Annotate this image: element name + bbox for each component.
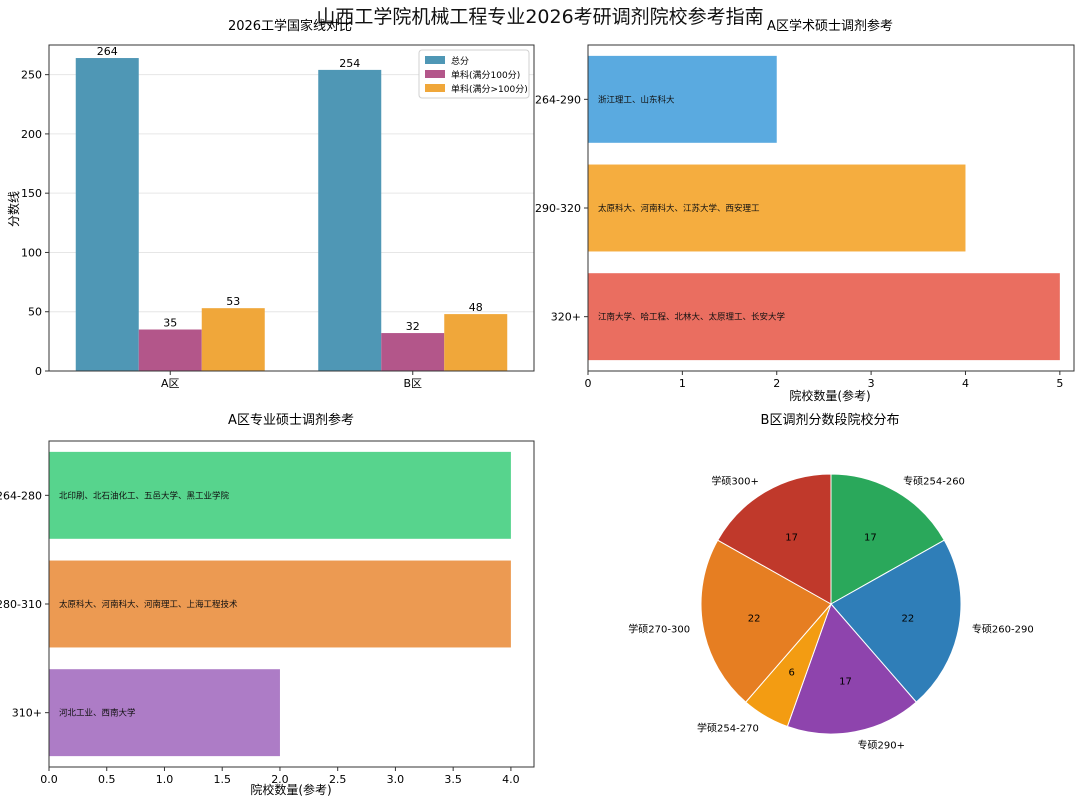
bar (75, 58, 139, 371)
x-tick-label: 5 (1056, 377, 1063, 390)
bar (138, 329, 202, 371)
slice-value-label: 6 (788, 667, 794, 678)
slice-value-label: 17 (785, 533, 798, 544)
bar-annotation: 太原科大、河南科大、河南理工、上海工程技术 (59, 599, 238, 610)
pie-slice (830, 473, 945, 605)
y-tick-label: 264-290 (535, 93, 581, 106)
x-tick-label: 3.0 (387, 773, 405, 786)
x-axis-label: 院校数量(参考) (250, 782, 331, 797)
x-axis-label: 院校数量(参考) (789, 388, 870, 403)
bar (588, 164, 966, 252)
legend-label: 单科(满分>100分) (451, 83, 528, 95)
bar-value-label: 35 (163, 317, 177, 330)
chart-b-distribution: B区调剂分数段院校分布 17 专硕254-260 22 专硕260-290 17 专硕29… (628, 412, 1033, 752)
x-tick-label: 2.5 (329, 773, 347, 786)
y-tick-label: 0 (35, 365, 42, 378)
slice-label: 学硕254-270 (697, 721, 759, 734)
bar-annotation: 太原科大、河南科大、江苏大学、西安理工 (598, 203, 760, 214)
y-tick-label: 290-320 (535, 202, 581, 215)
chart-a-professional: A区专业硕士调剂参考 院校数量(参考) 北印刷、北石油化工、五邑大学、黑工业学院… (0, 412, 535, 797)
y-tick-label: 310+ (12, 707, 42, 720)
chart-title: A区专业硕士调剂参考 (228, 412, 354, 428)
slice-label: 专硕260-290 (972, 622, 1034, 635)
y-tick-label: 320+ (551, 311, 581, 324)
slice-value-label: 22 (901, 613, 914, 624)
x-tick-label: 1.5 (213, 773, 231, 786)
bar (49, 451, 511, 539)
legend-label: 单科(满分100分) (451, 69, 520, 81)
x-tick-label: 1 (679, 377, 686, 390)
x-tick-label: 4 (962, 377, 969, 390)
bar-annotation: 北印刷、北石油化工、五邑大学、黑工业学院 (59, 490, 230, 501)
bar-value-label: 264 (97, 45, 118, 58)
bar-value-label: 53 (226, 295, 240, 308)
bar (381, 333, 445, 371)
plot-frame (48, 440, 535, 768)
slice-value-label: 22 (748, 613, 761, 624)
y-axis-label: 分数线 (6, 191, 21, 227)
y-tick-label: 100 (21, 246, 42, 259)
legend-swatch (425, 84, 445, 92)
chart-a-academic: A区学术硕士调剂参考 院校数量(参考) 浙江理工、山东科大太原科大、河南科大、江… (535, 18, 1075, 403)
chart-national-line: 2026工学国家线对比 分数线 264 35 53 254 32 48 0 50 100 150… (6, 18, 535, 390)
bar (318, 69, 382, 372)
x-tick-label: 4.0 (502, 773, 520, 786)
bar (588, 273, 1060, 361)
plot-frame (587, 44, 1075, 372)
x-tick-label: B区 (403, 377, 422, 390)
bar (49, 560, 511, 648)
x-tick-label: 2 (773, 377, 780, 390)
legend-box (418, 49, 530, 99)
bar-annotation: 江南大学、哈工程、北林大、太原理工、长安大学 (598, 312, 786, 323)
y-tick-label: 250 (21, 69, 42, 82)
slice-value-label: 17 (864, 533, 877, 544)
x-tick-label: 0.5 (98, 773, 116, 786)
page-title: 山西工学院机械工程专业2026考研调剂院校参考指南 (316, 6, 764, 28)
slice-value-label: 17 (839, 677, 852, 688)
x-tick-label: 3 (868, 377, 875, 390)
bar-value-label: 48 (469, 301, 483, 314)
pie-slice (830, 539, 962, 703)
x-tick-label: 1.0 (156, 773, 174, 786)
chart-title: A区学术硕士调剂参考 (767, 18, 893, 34)
slice-label: 学硕270-300 (628, 622, 690, 635)
pie-slice (717, 473, 832, 605)
x-tick-label: 0 (585, 377, 592, 390)
slice-label: 专硕290+ (858, 739, 905, 752)
x-tick-label: 0.0 (40, 773, 58, 786)
legend-swatch (425, 56, 445, 64)
bar (201, 308, 265, 371)
bar-value-label: 254 (339, 57, 360, 70)
x-tick-label: 2.0 (271, 773, 289, 786)
bar-annotation: 浙江理工、山东科大 (598, 94, 675, 105)
bar (444, 314, 508, 371)
y-tick-label: 50 (28, 306, 42, 319)
bar-value-label: 32 (406, 320, 420, 333)
pie-slice (700, 539, 832, 703)
y-tick-label: 280-310 (0, 598, 42, 611)
x-tick-label: 3.5 (444, 773, 462, 786)
legend-label: 总分 (451, 55, 469, 67)
chart-title: B区调剂分数段院校分布 (761, 412, 900, 428)
chart-title: 2026工学国家线对比 (228, 18, 352, 34)
bar-annotation: 河北工业、西南大学 (59, 708, 136, 719)
x-tick-label: A区 (161, 377, 180, 390)
bar (49, 669, 280, 757)
y-tick-label: 200 (21, 128, 42, 141)
bar (588, 55, 777, 143)
plot-frame (48, 44, 535, 372)
slice-label: 学硕300+ (711, 475, 758, 488)
legend-swatch (425, 70, 445, 78)
slice-label: 专硕254-260 (903, 475, 965, 488)
y-tick-label: 264-280 (0, 489, 42, 502)
y-tick-label: 150 (21, 187, 42, 200)
